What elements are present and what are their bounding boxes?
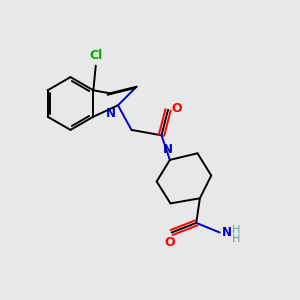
Text: N: N [222, 226, 232, 239]
Text: H: H [232, 234, 241, 244]
Text: O: O [172, 102, 182, 115]
Text: N: N [164, 143, 173, 156]
Text: O: O [165, 236, 175, 248]
Text: Cl: Cl [89, 49, 102, 62]
Text: N: N [106, 107, 116, 120]
Text: H: H [232, 225, 241, 235]
